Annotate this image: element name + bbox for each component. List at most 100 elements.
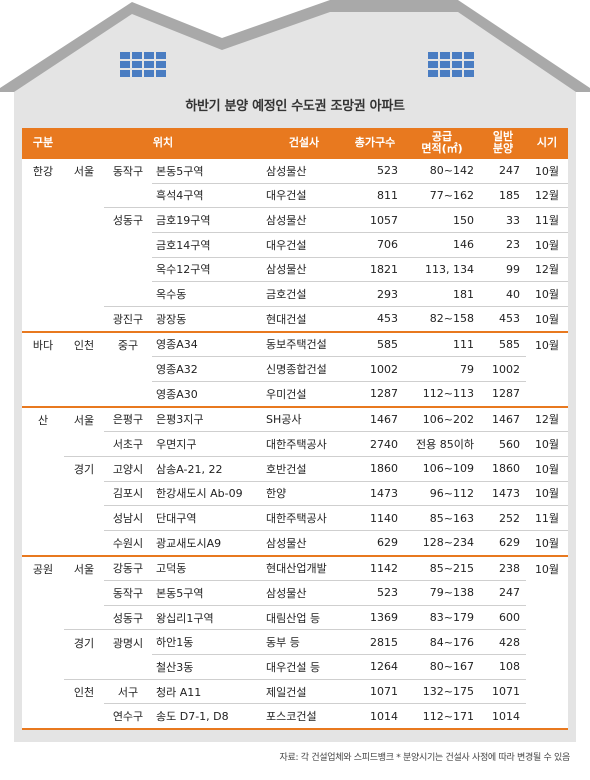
cell-builder: 대우건설 등 — [262, 654, 346, 680]
cell-district: 연수구 — [104, 703, 152, 731]
cell-category — [22, 630, 64, 655]
cell-district: 강동구 — [104, 555, 152, 582]
cell-households: 1467 — [346, 406, 404, 433]
cell-site: 철산3동 — [152, 654, 262, 680]
cell-area: 전용 85이하 — [404, 431, 480, 457]
cell-district: 광명시 — [112, 636, 144, 650]
cell-timing — [526, 581, 568, 606]
cell-general-sale: 1287 — [480, 381, 526, 408]
cell-site: 고덕동 — [152, 555, 262, 582]
cell-site: 하안1동 — [152, 629, 262, 656]
cell-general-sale: 600 — [480, 605, 526, 631]
table-row: 옥수동 금호건설 293 181 40 10월 — [22, 281, 568, 307]
cell-category: 산 — [37, 413, 49, 427]
cell-general-sale: 252 — [480, 505, 526, 531]
cell-area: 181 — [404, 281, 480, 307]
cell-households: 1473 — [346, 481, 404, 507]
cell-category — [22, 208, 64, 233]
header-general-line2: 분양 — [492, 141, 514, 155]
cell-households: 2815 — [346, 629, 404, 656]
cell-category: 공원 — [32, 562, 54, 576]
cell-category — [22, 655, 64, 680]
cell-site: 본동5구역 — [152, 580, 262, 606]
cell-region — [64, 306, 104, 333]
cell-builder: 동보주택건설 — [262, 331, 346, 358]
table-row: 영종A30 우미건설 1287 112~113 1287 — [22, 381, 568, 408]
cell-builder: 호반건설 — [262, 456, 346, 482]
cell-site: 옥수12구역 — [152, 257, 262, 283]
cell-builder: 대림산업 등 — [262, 605, 346, 631]
cell-general-sale: 1473 — [480, 481, 526, 507]
cell-households: 2740 — [346, 431, 404, 457]
cell-timing — [526, 679, 568, 704]
cell-households: 293 — [346, 281, 404, 307]
table-row: 수원시 광교새도시A9 삼성물산 629 128~234 629 10월 — [22, 530, 568, 557]
cell-households: 811 — [346, 183, 404, 209]
cell-region — [64, 183, 104, 208]
cell-category — [22, 481, 64, 506]
cell-category — [22, 381, 64, 408]
cell-site: 광장동 — [152, 306, 262, 333]
cell-area: 83~179 — [404, 605, 480, 631]
cell-district: 동작구 — [104, 580, 152, 606]
table-row: 산 서울 은평구 은평3지구 SH공사 1467 106~202 1467 12월 — [22, 406, 568, 433]
cell-builder: 삼성물산 — [262, 257, 346, 283]
cell-region — [64, 530, 104, 557]
cell-builder: 동부 등 — [262, 629, 346, 656]
cell-area: 132~175 — [404, 679, 480, 705]
cell-region — [64, 481, 104, 506]
cell-site: 우면지구 — [152, 431, 262, 457]
cell-region — [64, 654, 104, 680]
cell-district: 중구 — [117, 338, 139, 352]
header-households: 총가구수 — [346, 128, 404, 159]
cell-district: 광진구 — [104, 306, 152, 333]
cell-general-sale: 247 — [480, 580, 526, 606]
cell-site: 영종A32 — [152, 356, 262, 382]
cell-households: 1140 — [346, 505, 404, 531]
cell-builder: 포스코건설 — [262, 703, 346, 731]
table-row: 한강 서울 동작구 본동5구역 삼성물산 523 80~142 247 10월 — [22, 158, 568, 184]
cell-timing — [526, 630, 568, 655]
cell-site: 영종A30 — [152, 381, 262, 408]
table-row: 옥수12구역 삼성물산 1821 113, 134 99 12월 — [22, 257, 568, 283]
cell-timing: 10월 — [526, 281, 568, 307]
cell-households: 1369 — [346, 605, 404, 631]
table-row: 금호14구역 대우건설 706 146 23 10월 — [22, 232, 568, 258]
cell-general-sale: 1467 — [480, 406, 526, 433]
table-row: 경기 광명시 하안1동 동부 등 2815 84~176 428 — [22, 629, 568, 656]
cell-category — [22, 183, 64, 208]
table-row: 성동구 금호19구역 삼성물산 1057 150 33 11월 — [22, 207, 568, 233]
header-category: 구분 — [22, 128, 64, 159]
cell-builder: 대우건설 — [262, 183, 346, 209]
cell-builder: 삼성물산 — [262, 580, 346, 606]
table-row: 연수구 송도 D7-1, D8 포스코건설 1014 112~171 1014 — [22, 703, 568, 731]
table-row: 성남시 단대구역 대한주택공사 1140 85~163 252 11월 — [22, 505, 568, 531]
cell-area: 85~215 — [404, 555, 480, 582]
cell-timing: 10월 — [526, 232, 568, 258]
cell-general-sale: 40 — [480, 281, 526, 307]
cell-district: 고양시 — [104, 456, 152, 482]
cell-area: 96~112 — [404, 481, 480, 507]
cell-category — [22, 530, 64, 557]
cell-region — [64, 381, 104, 408]
cell-area: 79~138 — [404, 580, 480, 606]
cell-area: 80~167 — [404, 654, 480, 680]
cell-timing — [526, 605, 568, 630]
cell-households: 1264 — [346, 654, 404, 680]
cell-builder: 대한주택공사 — [262, 505, 346, 531]
cell-timing: 10월 — [534, 338, 560, 352]
cell-households: 706 — [346, 232, 404, 258]
footnote: 자료: 각 건설업체와 스피드뱅크 * 분양시기는 건설사 사정에 따라 변경될… — [279, 753, 571, 763]
cell-site: 금호14구역 — [152, 232, 262, 258]
cell-region — [64, 257, 104, 282]
cell-region — [64, 506, 104, 531]
cell-region — [64, 282, 104, 307]
cell-households: 1821 — [346, 257, 404, 283]
cell-region: 서울 — [73, 165, 95, 179]
cell-category — [22, 605, 64, 630]
cell-category — [22, 456, 64, 481]
cell-category — [22, 282, 64, 307]
table-header-row: 구분 위치 건설사 총가구수 공급 면적(㎡) 일반 분양 시기 — [22, 128, 568, 159]
cell-category — [22, 703, 64, 731]
header-builder: 건설사 — [262, 128, 346, 159]
